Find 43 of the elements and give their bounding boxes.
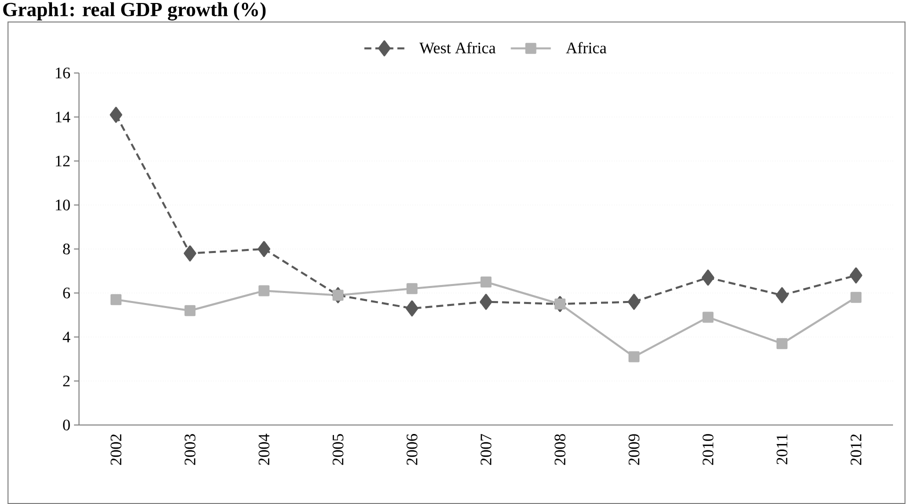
point xyxy=(110,294,122,306)
point xyxy=(406,283,418,294)
point xyxy=(850,267,862,284)
legend-label: Africa xyxy=(566,42,606,54)
x-tick-label: 2007 xyxy=(480,434,492,465)
x-tick-label: 2004 xyxy=(258,434,270,465)
point xyxy=(110,106,122,123)
x-tick-label: 2011 xyxy=(776,434,788,464)
point xyxy=(406,300,418,316)
point xyxy=(480,294,492,310)
x-tick-label: 2005 xyxy=(332,434,344,465)
y-tick-label: 14 xyxy=(56,112,70,122)
point xyxy=(702,270,714,286)
y-tick-label: 0 xyxy=(63,420,70,430)
point xyxy=(258,285,270,296)
y-tick-label: 10 xyxy=(56,200,70,210)
x-tick-label: 2012 xyxy=(850,434,862,465)
y-tick-label: 6 xyxy=(63,288,70,298)
point xyxy=(776,338,788,350)
y-tick-label: 2 xyxy=(63,376,70,386)
x-tick-label: 2009 xyxy=(628,434,640,465)
chart-title: Graph1: real GDP growth (%) xyxy=(3,2,266,20)
y-tick-label: 8 xyxy=(63,244,70,254)
point xyxy=(628,351,640,362)
point xyxy=(332,290,344,301)
point xyxy=(776,287,788,304)
y-tick-label: 4 xyxy=(62,332,70,342)
legend-label: West Africa xyxy=(419,42,496,54)
x-tick-label: 2003 xyxy=(184,434,196,465)
point xyxy=(480,276,492,288)
point xyxy=(258,240,270,257)
point xyxy=(554,298,566,310)
point xyxy=(702,312,714,323)
point xyxy=(184,245,196,262)
point xyxy=(184,305,196,316)
point xyxy=(850,292,862,303)
x-tick-label: 2002 xyxy=(110,434,122,465)
x-tick-label: 2008 xyxy=(554,434,566,465)
y-tick-label: 16 xyxy=(56,68,70,78)
x-tick-label: 2006 xyxy=(406,434,418,465)
point xyxy=(628,294,640,310)
y-tick-label: 12 xyxy=(56,156,70,166)
x-tick-label: 2010 xyxy=(702,434,714,465)
